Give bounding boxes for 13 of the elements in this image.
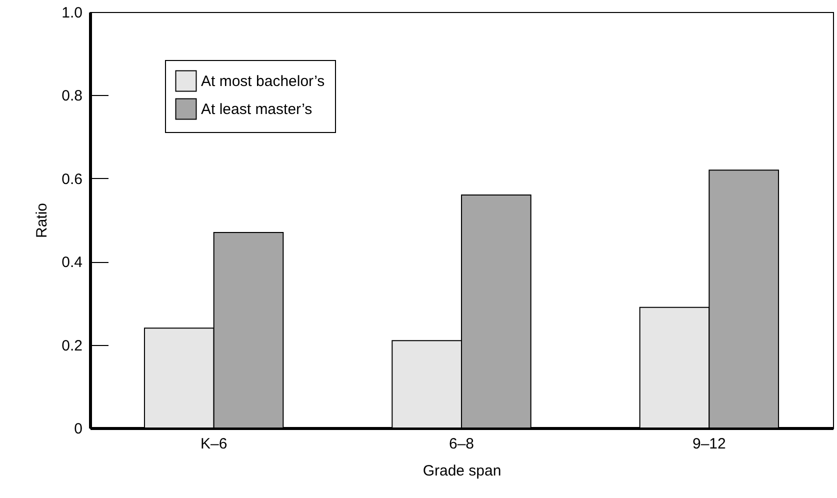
y-tick-label: 0 [74, 420, 82, 438]
y-tick-label: 0.4 [62, 254, 82, 272]
x-axis-title: Grade span [422, 462, 502, 480]
y-tick-label: 0.8 [62, 88, 82, 105]
y-tick-label: 0.6 [62, 170, 82, 188]
x-tick-label: K–6 [200, 436, 228, 452]
x-tick-label: 6–8 [448, 436, 474, 452]
legend-label: At least master’s [201, 101, 312, 118]
y-tick-label: 0.2 [62, 337, 82, 354]
y-axis-title: Ratio [34, 202, 51, 238]
x-tick-label: 9–12 [692, 436, 726, 452]
legend-label: At most bachelor’s [201, 73, 325, 90]
y-tick-label: 1.0 [62, 4, 82, 22]
